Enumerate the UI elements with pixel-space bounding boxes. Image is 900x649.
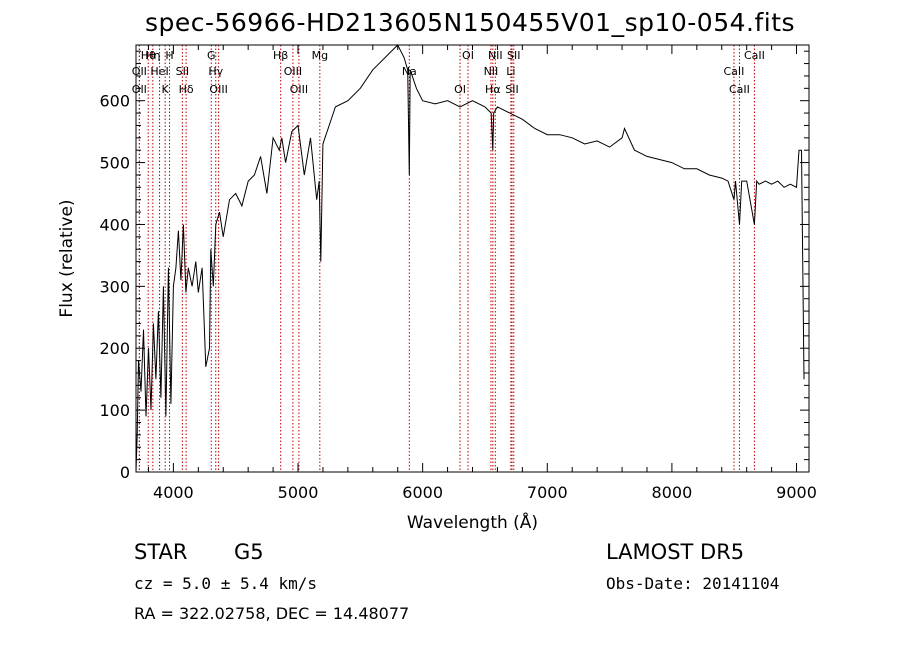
- y-axis-ticks: 0 100 200 300 400 500 600: [99, 50, 809, 482]
- spectrum-series-line: [135, 44, 805, 473]
- line-marker-label: K: [162, 83, 170, 96]
- line-marker-label: SII: [505, 83, 518, 96]
- line-marker-label: H: [165, 49, 173, 62]
- line-marker-label: Mg: [312, 49, 328, 62]
- line-marker-label: OI: [454, 83, 466, 96]
- y-tick-label: 600: [99, 92, 130, 111]
- emission-line-labels: HθOIIOIIHηHeIKHSIIHδGHγOIIIHβOIIIOIIIMgN…: [132, 49, 765, 96]
- object-class: STAR: [134, 540, 188, 564]
- line-marker-label: CaII: [729, 83, 750, 96]
- line-marker-label: Hη: [145, 49, 160, 62]
- x-tick-label: 5000: [278, 483, 319, 502]
- x-tick-label: 9000: [776, 483, 817, 502]
- x-tick-label: 6000: [402, 483, 443, 502]
- line-marker-label: NII: [488, 49, 503, 62]
- y-tick-label: 300: [99, 277, 130, 296]
- line-marker-label: CaII: [744, 49, 765, 62]
- line-marker-label: CaII: [724, 65, 745, 78]
- line-marker-label: Li: [506, 65, 515, 78]
- line-marker-label: Hα: [485, 83, 501, 96]
- x-axis-label: Wavelength (Å): [407, 511, 538, 533]
- line-marker-label: OIII: [290, 83, 308, 96]
- line-marker-label: Hγ: [208, 65, 223, 78]
- chart-title: spec-56966-HD213605N150455V01_sp10-054.f…: [144, 8, 796, 37]
- survey-name: LAMOST DR5: [606, 540, 745, 564]
- emission-line-markers: [138, 45, 755, 472]
- line-marker-label: OI: [462, 49, 474, 62]
- line-marker-label: Hδ: [179, 83, 194, 96]
- y-tick-label: 500: [99, 154, 130, 173]
- y-tick-label: 400: [99, 215, 130, 234]
- observation-date: Obs-Date: 20141104: [606, 574, 780, 593]
- line-marker-label: HeI: [150, 65, 168, 78]
- line-marker-label: G: [207, 49, 216, 62]
- y-tick-label: 100: [99, 401, 130, 420]
- line-marker-label: OIII: [209, 83, 227, 96]
- y-tick-label: 0: [120, 463, 130, 482]
- x-axis-ticks: 4000 5000 6000 7000 8000 9000: [147, 45, 817, 502]
- line-marker-label: Hθ: [141, 49, 156, 62]
- line-marker-label: SII: [507, 49, 520, 62]
- line-marker-label: NII: [484, 65, 499, 78]
- x-tick-label: 8000: [652, 483, 693, 502]
- line-marker-label: SII: [176, 65, 189, 78]
- redshift-velocity: cz = 5.0 ± 5.4 km/s: [134, 574, 318, 593]
- plot-frame: [135, 44, 810, 473]
- x-tick-label: 4000: [153, 483, 194, 502]
- line-marker-label: OIII: [284, 65, 302, 78]
- line-marker-label: Hβ: [273, 49, 288, 62]
- line-marker-label: Na: [402, 65, 417, 78]
- ra-dec-coordinates: RA = 322.02758, DEC = 14.48077: [134, 604, 410, 623]
- object-subclass: G5: [234, 540, 264, 564]
- y-tick-label: 200: [99, 339, 130, 358]
- y-axis-label: Flux (relative): [57, 199, 77, 317]
- line-marker-label: OII: [132, 83, 147, 96]
- x-tick-label: 7000: [527, 483, 568, 502]
